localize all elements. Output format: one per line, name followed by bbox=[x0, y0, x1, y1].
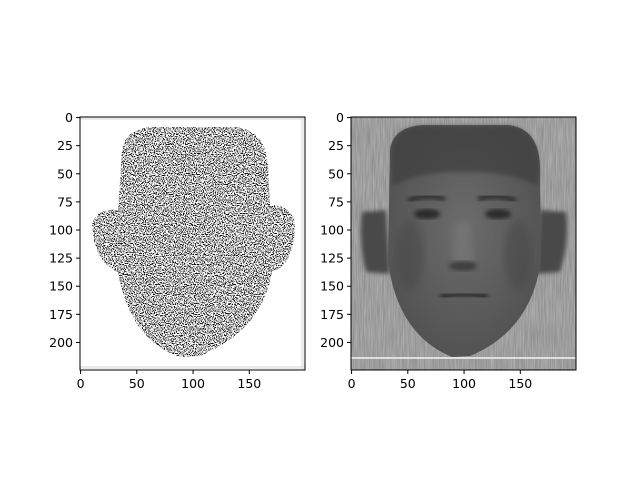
y-tick-label: 125 bbox=[320, 251, 344, 266]
x-tick-label: 0 bbox=[77, 376, 85, 391]
y-tick-label: 175 bbox=[49, 307, 73, 322]
sampled-mask-image bbox=[80, 117, 305, 370]
y-tick-label: 25 bbox=[57, 138, 73, 153]
y-tick-label: 200 bbox=[49, 335, 73, 350]
reconstructed-face-image bbox=[351, 117, 576, 370]
y-tick-label: 200 bbox=[320, 335, 344, 350]
x-tick-label: 50 bbox=[400, 376, 416, 391]
x-tick-label: 150 bbox=[237, 376, 261, 391]
y-tick-label: 75 bbox=[57, 194, 73, 209]
y-tick-label: 150 bbox=[320, 279, 344, 294]
y-tick-label: 25 bbox=[328, 138, 344, 153]
y-tick-label: 75 bbox=[328, 194, 344, 209]
y-tick-label: 0 bbox=[336, 110, 344, 125]
y-tick-label: 100 bbox=[320, 223, 344, 238]
x-tick-label: 150 bbox=[508, 376, 532, 391]
x-tick-label: 100 bbox=[452, 376, 476, 391]
right-axes-ticks: 0 50 100 150 0 25 50 75 100 125 150 175 200 bbox=[320, 110, 532, 391]
y-tick-label: 50 bbox=[57, 166, 73, 181]
y-tick-label: 150 bbox=[49, 279, 73, 294]
y-tick-label: 50 bbox=[328, 166, 344, 181]
y-tick-label: 0 bbox=[65, 110, 73, 125]
y-tick-label: 100 bbox=[49, 223, 73, 238]
y-tick-label: 125 bbox=[49, 251, 73, 266]
left-axes-ticks: 0 50 100 150 0 25 50 75 100 125 150 175 200 bbox=[49, 110, 261, 391]
right-axes-frame bbox=[350, 116, 577, 371]
x-tick-label: 50 bbox=[129, 376, 145, 391]
x-tick-label: 100 bbox=[181, 376, 205, 391]
left-axes-frame bbox=[79, 116, 306, 371]
x-tick-label: 0 bbox=[348, 376, 356, 391]
y-tick-label: 175 bbox=[320, 307, 344, 322]
